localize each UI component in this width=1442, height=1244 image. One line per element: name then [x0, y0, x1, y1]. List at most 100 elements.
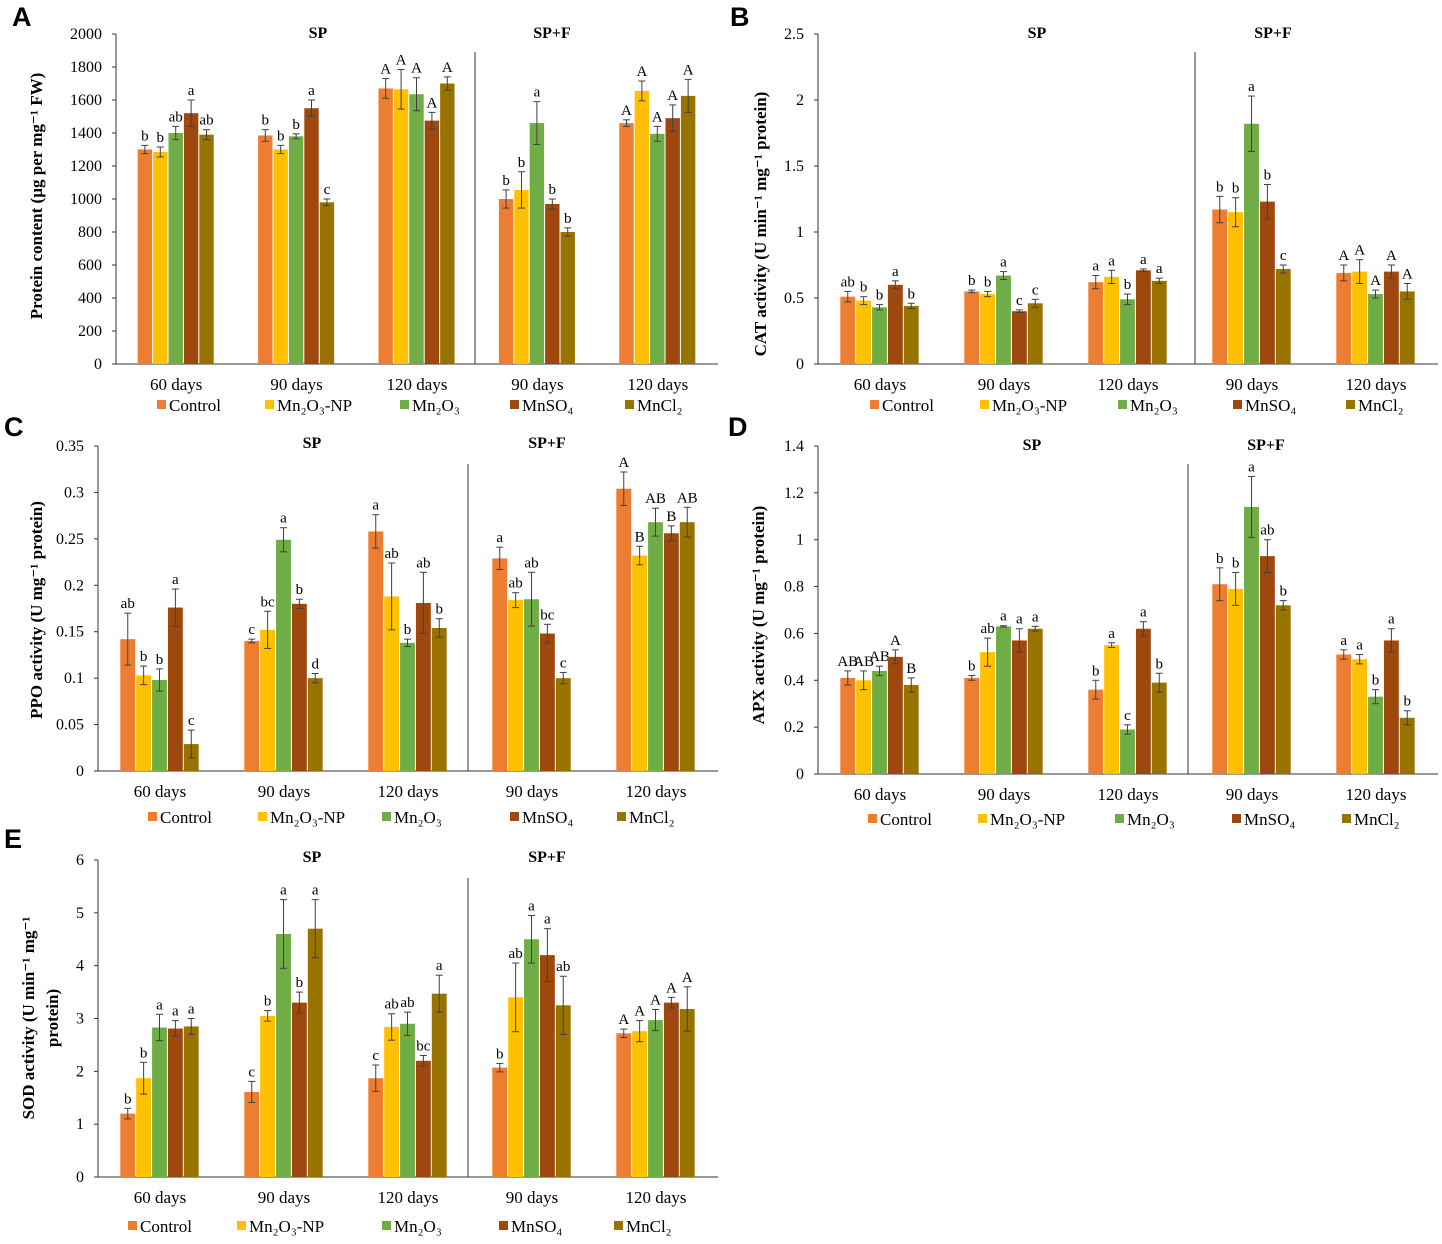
significance-letter: b — [876, 288, 884, 304]
x-category-label: 90 days — [258, 782, 310, 801]
y-tick-label: 400 — [78, 290, 102, 307]
legend-label-mn2o3: Mn₂O₃ — [1130, 396, 1178, 415]
x-category-label: 60 days — [854, 375, 906, 394]
bar — [632, 555, 648, 771]
y-tick-label: 0 — [76, 1169, 84, 1186]
x-category-label: 120 days — [387, 375, 448, 394]
panel-letter: A — [12, 2, 32, 32]
bar — [539, 633, 555, 771]
bar — [980, 294, 996, 364]
significance-letter: B — [906, 661, 916, 677]
y-tick-label: 5 — [76, 905, 84, 922]
y-tick-label: 0.15 — [56, 624, 84, 641]
y-axis-label: SOD activity (U min⁻¹ mg⁻¹ protein) — [19, 917, 62, 1120]
bar — [1088, 689, 1104, 774]
y-axis-label: APX activity (U mg⁻¹ protein) — [749, 506, 768, 725]
significance-letter: a — [1248, 459, 1255, 475]
y-axis-label: PPO activity (U mg⁻¹ protein) — [27, 501, 46, 719]
panel-letter: C — [4, 412, 24, 442]
y-tick-label: 0.25 — [56, 531, 84, 548]
x-category-label: 60 days — [854, 785, 906, 804]
significance-letter: b — [1216, 551, 1224, 567]
significance-letter: c — [188, 713, 195, 729]
y-tick-label: 0.05 — [56, 717, 84, 734]
significance-letter: b — [968, 273, 976, 289]
legend-swatch-mnso4 — [499, 1221, 508, 1230]
significance-letter: b — [564, 211, 572, 227]
significance-letter: b — [549, 182, 557, 198]
significance-letter: b — [292, 117, 300, 133]
significance-letter: A — [396, 52, 407, 68]
chart-panel-e: E 0 1 2 3 4 5 6 SP SP+F SOD activity (U min⁻¹ mg⁻¹… — [4, 824, 718, 1236]
y-tick-label: 800 — [78, 224, 102, 241]
bar — [1151, 682, 1167, 774]
legend-swatch-np — [265, 400, 274, 409]
significance-letter: ab — [509, 946, 523, 962]
significance-letter: ab — [556, 959, 570, 975]
y-tick-label: 6 — [76, 852, 84, 869]
bar — [137, 149, 153, 364]
bar — [276, 933, 291, 1177]
bar — [665, 118, 680, 365]
bar — [887, 284, 903, 364]
significance-letter: A — [618, 455, 629, 471]
significance-letter: d — [311, 657, 319, 673]
significance-letter: A — [621, 103, 632, 119]
legend-swatch-np — [980, 400, 989, 409]
significance-letter: A — [442, 60, 453, 76]
y-tick-label: 0.8 — [784, 579, 804, 596]
panel-letter: B — [730, 2, 750, 32]
legend-label-mnso4: MnSO₄ — [522, 396, 573, 415]
legend-swatch-mncl2 — [1346, 400, 1355, 409]
bar — [492, 1067, 508, 1177]
panel-letter: E — [4, 824, 22, 854]
bar — [856, 680, 872, 774]
bar — [1151, 280, 1167, 364]
significance-letter: a — [534, 85, 541, 101]
bar — [996, 626, 1011, 774]
significance-letter: b — [907, 286, 915, 302]
y-axis-label: CAT activity (U min⁻¹ mg⁻¹ protein) — [751, 92, 770, 357]
bar — [244, 1091, 260, 1177]
significance-letter: ab — [841, 274, 855, 290]
bar — [1120, 299, 1135, 364]
bar — [153, 151, 168, 364]
legend-swatch-mncl2 — [1342, 814, 1351, 823]
y-tick-label: 1800 — [70, 59, 102, 76]
bar — [415, 1060, 431, 1177]
significance-letter: c — [1016, 293, 1023, 309]
significance-letter: c — [324, 182, 331, 198]
bar — [1135, 270, 1151, 364]
bar — [996, 275, 1011, 364]
significance-letter: b — [1216, 179, 1224, 195]
significance-letter: a — [1140, 605, 1147, 621]
legend-swatch-mnso4 — [1232, 814, 1241, 823]
legend-swatch-mnso4 — [510, 400, 519, 409]
bar — [167, 607, 183, 771]
bar — [648, 1020, 663, 1177]
significance-letter: b — [1092, 663, 1100, 679]
bar — [634, 90, 650, 365]
legend-swatch-mnso4 — [510, 812, 519, 821]
significance-letter: A — [1370, 273, 1381, 289]
bar — [524, 939, 539, 1177]
bar — [1352, 271, 1368, 364]
x-category-label: 90 days — [1226, 785, 1278, 804]
significance-letter: b — [156, 652, 164, 668]
significance-letter: A — [1338, 248, 1349, 264]
y-tick-label: 0.2 — [64, 577, 84, 594]
bar — [529, 123, 545, 364]
bar — [632, 1031, 648, 1177]
significance-letter: b — [1155, 656, 1163, 672]
significance-letter: bc — [416, 1038, 431, 1054]
significance-letter: A — [411, 61, 422, 77]
significance-letter: a — [1248, 79, 1255, 95]
legend-swatch-mn2o3 — [400, 400, 409, 409]
significance-letter: a — [172, 572, 179, 588]
legend-swatch-mn2o3 — [1115, 814, 1124, 823]
bar — [1244, 506, 1259, 774]
legend-swatch-np — [237, 1221, 246, 1230]
significance-letter: b — [157, 130, 165, 146]
legend-swatch-mncl2 — [625, 400, 634, 409]
x-category-label: 120 days — [1098, 785, 1159, 804]
